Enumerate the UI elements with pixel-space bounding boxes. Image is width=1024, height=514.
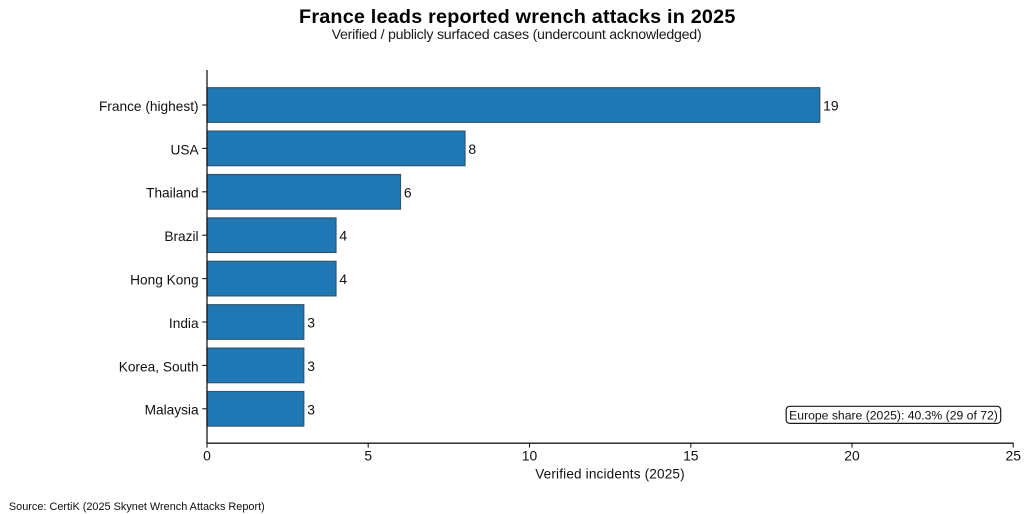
svg-text:20: 20 [844,447,860,463]
svg-text:Hong Kong: Hong Kong [130,273,199,288]
svg-text:India: India [169,316,199,331]
svg-text:6: 6 [404,184,412,200]
svg-text:Europe share (2025): 40.3% (29: Europe share (2025): 40.3% (29 of 72) [789,408,998,422]
svg-text:3: 3 [307,358,315,374]
svg-text:4: 4 [339,228,347,244]
svg-text:0: 0 [203,447,211,463]
svg-text:Verified incidents (2025): Verified incidents (2025) [535,466,685,481]
svg-text:25: 25 [1005,447,1021,463]
svg-text:4: 4 [339,271,347,287]
svg-text:USA: USA [170,142,199,157]
svg-text:France (highest): France (highest) [99,99,199,114]
svg-text:10: 10 [522,447,538,463]
svg-text:5: 5 [364,447,372,463]
svg-text:Source: CertiK (2025 Skynet Wr: Source: CertiK (2025 Skynet Wrench Attac… [9,501,265,513]
svg-text:Verified / publicly surfaced c: Verified / publicly surfaced cases (unde… [332,27,702,43]
svg-text:19: 19 [823,98,839,114]
svg-text:France leads reported wrench a: France leads reported wrench attacks in … [299,6,735,28]
svg-text:3: 3 [307,315,315,331]
svg-text:8: 8 [468,141,476,157]
svg-text:3: 3 [307,401,315,417]
svg-text:Brazil: Brazil [164,229,198,244]
svg-text:Malaysia: Malaysia [145,403,199,418]
svg-text:Thailand: Thailand [146,186,199,201]
svg-text:15: 15 [683,447,699,463]
svg-text:Korea, South: Korea, South [119,359,199,374]
